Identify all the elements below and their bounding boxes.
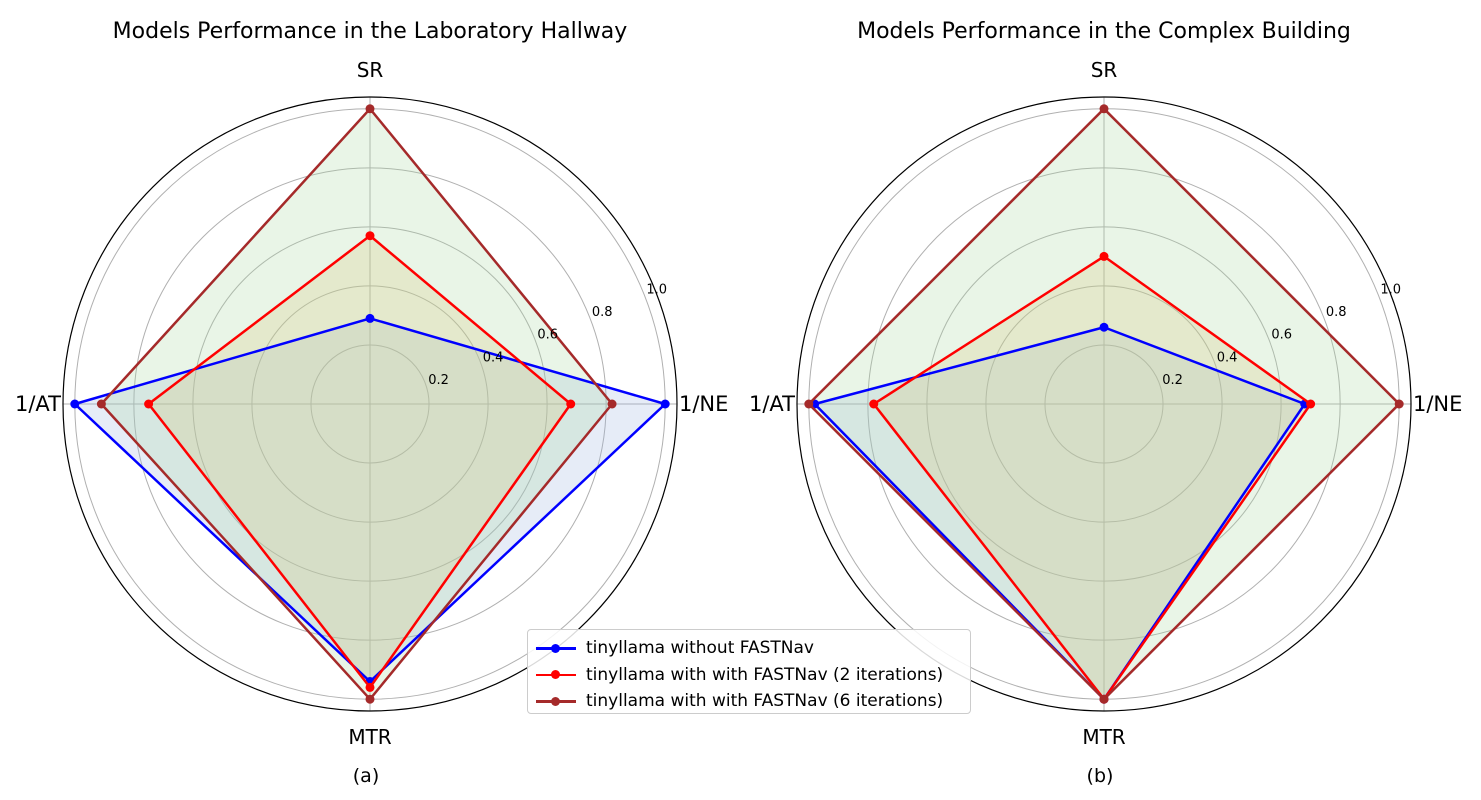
legend-label: tinyllama without FASTNav	[586, 638, 814, 659]
radial-tick-label: 0.8	[1326, 305, 1347, 320]
axis-label: 1/AT	[749, 392, 795, 416]
series-point	[1099, 251, 1109, 261]
series-point	[869, 399, 879, 409]
radar-chart-b: 0.2 0.4 0.6 0.8 1.0 SR 1/NE MTR 1/AT Models Perfo…	[749, 19, 1462, 787]
series-point	[144, 399, 154, 409]
axis-label: 1/AT	[15, 392, 61, 416]
radial-tick-label: 0.8	[592, 305, 613, 320]
chart-title: Models Performance in the Laboratory Hal…	[113, 19, 628, 44]
radial-tick-label: 1.0	[1380, 283, 1401, 298]
chart-caption: (a)	[353, 765, 379, 787]
series-point	[1099, 104, 1109, 114]
chart-title: Models Performance in the Complex Buildi…	[857, 19, 1351, 44]
axis-label: MTR	[1082, 725, 1125, 749]
series-point	[1394, 399, 1404, 409]
series-point	[1099, 322, 1109, 332]
axis-label: SR	[1091, 58, 1118, 82]
series-point	[365, 104, 375, 114]
series-point	[365, 313, 375, 323]
axis-label: 1/NE	[1413, 392, 1462, 416]
series-point	[566, 399, 576, 409]
series-point	[96, 399, 106, 409]
series-fill	[74, 318, 666, 682]
series-point	[70, 399, 80, 409]
radial-tick-label: 0.4	[483, 350, 504, 365]
legend-item: tinyllama with with FASTNav (6 iteration…	[536, 688, 970, 715]
series-point	[1306, 399, 1316, 409]
series-point	[607, 399, 617, 409]
radial-tick-label: 1.0	[646, 283, 667, 298]
radar-chart-a: 0.2 0.4 0.6 0.8 1.0 SR 1/NE MTR 1/AT Models Perfo…	[15, 19, 728, 787]
axis-label: SR	[357, 58, 384, 82]
legend-item: tinyllama with with FASTNav (2 iteration…	[536, 662, 970, 689]
radial-tick-label: 0.4	[1217, 350, 1238, 365]
polar-frame	[62, 96, 678, 712]
legend-label: tinyllama with with FASTNav (2 iteration…	[586, 664, 944, 685]
legend: tinyllama without FASTNav tinyllama with…	[527, 629, 971, 714]
axis-label: 1/NE	[679, 392, 728, 416]
series-point	[804, 399, 814, 409]
series-fill	[148, 235, 571, 688]
series-point	[660, 399, 670, 409]
legend-swatch	[536, 669, 576, 681]
series-fill	[814, 327, 1305, 700]
chart-caption: (b)	[1087, 765, 1114, 787]
series-point	[365, 694, 375, 704]
legend-swatch	[536, 695, 576, 707]
legend-swatch	[536, 642, 576, 654]
polar-frame	[796, 96, 1412, 712]
radial-tick-label: 0.6	[537, 328, 558, 343]
series-point	[365, 682, 375, 692]
series-point	[365, 231, 375, 241]
radial-tick-label: 0.6	[1271, 328, 1292, 343]
legend-label: tinyllama with with FASTNav (6 iteration…	[586, 691, 944, 712]
series-point	[1099, 694, 1109, 704]
axis-label: MTR	[348, 725, 391, 749]
series-fill	[873, 256, 1311, 700]
legend-item: tinyllama without FASTNav	[536, 635, 970, 662]
series-fill	[101, 108, 613, 700]
radial-tick-label: 0.2	[1162, 373, 1183, 388]
radial-tick-label: 0.2	[428, 373, 449, 388]
